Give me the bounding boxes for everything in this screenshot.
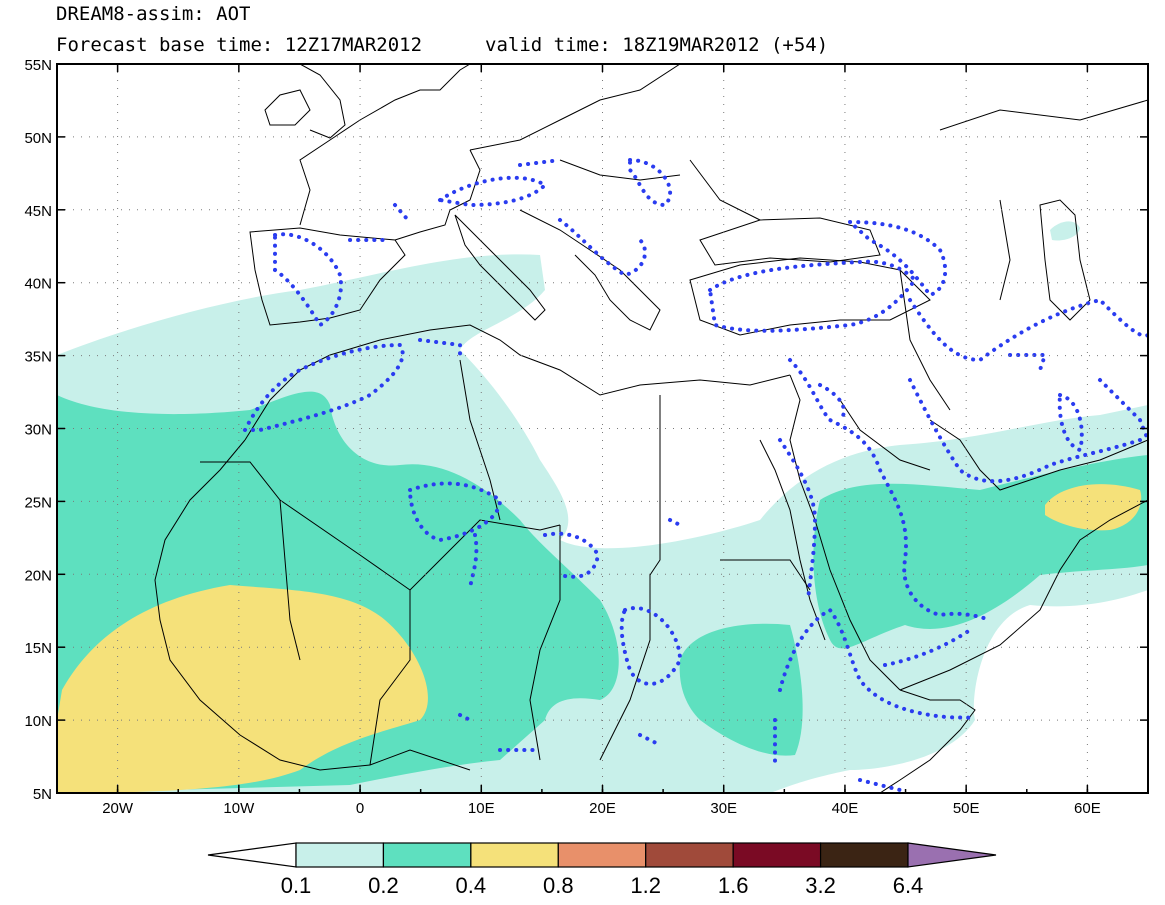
lat-label: 50N — [24, 130, 52, 147]
colorbar-segment — [557, 842, 647, 868]
lat-label: 45N — [24, 203, 52, 220]
lon-label: 50E — [953, 800, 980, 817]
aot-band-high-oman — [1045, 484, 1142, 531]
lon-label: 20E — [589, 800, 616, 817]
colorbar-labels: 0.1 0.2 0.4 0.8 1.2 1.6 3.2 6.4 — [281, 873, 924, 898]
colorbar-overflow — [907, 842, 997, 868]
lat-label: 40N — [24, 276, 52, 293]
lat-label: 20N — [24, 567, 52, 584]
lat-label: 10N — [24, 713, 52, 730]
aot-band-medium-africa-east — [679, 623, 803, 756]
colorbar-underflow — [207, 842, 297, 868]
aot-band-medium-caspian — [1050, 221, 1080, 241]
colorbar-label: 0.8 — [543, 873, 574, 898]
base-time-label: Forecast base time: 12Z17MAR2012 — [56, 35, 422, 55]
colorbar-segment — [295, 842, 385, 868]
lon-label: 20W — [102, 800, 134, 817]
valid-time-label: valid time: 18Z19MAR2012 (+54) — [485, 34, 829, 56]
colorbar-segment — [382, 842, 472, 868]
lon-label: 60E — [1074, 800, 1101, 817]
aot-band-high-west-africa — [57, 585, 428, 793]
lat-label: 5N — [33, 786, 52, 803]
axis-ticks — [56, 63, 1149, 794]
colorbar-label: 0.2 — [368, 873, 399, 898]
lat-label: 30N — [24, 422, 52, 439]
colorbar-label: 6.4 — [893, 873, 924, 898]
lat-label: 15N — [24, 640, 52, 657]
longitude-labels: 20W 10W 0 10E 20E 30E 40E 50E 60E — [102, 800, 1101, 817]
base-time-text: Forecast base time: 12Z17MAR2012 — [56, 34, 423, 56]
lon-label: 0 — [356, 800, 364, 817]
colorbar-label: 1.2 — [630, 873, 661, 898]
lat-label: 55N — [24, 57, 52, 74]
lon-label: 10W — [223, 800, 255, 817]
map-title: DREAM8-assim: AOT — [56, 3, 251, 25]
aot-contours — [241, 157, 1148, 792]
lat-label: 35N — [24, 349, 52, 366]
colorbar-segment — [645, 842, 734, 868]
coastlines — [154, 64, 1148, 793]
colorbar-segment — [470, 842, 559, 868]
colorbar-label: 1.6 — [718, 873, 749, 898]
colorbar-label: 0.4 — [456, 873, 487, 898]
colorbar — [207, 842, 997, 868]
colorbar-segment — [819, 842, 909, 868]
lon-label: 40E — [832, 800, 859, 817]
colorbar-label: 3.2 — [805, 873, 836, 898]
lon-label: 30E — [710, 800, 737, 817]
colorbar-segment — [732, 842, 822, 868]
colorbar-label: 0.1 — [281, 873, 312, 898]
lat-label: 25N — [24, 494, 52, 511]
lon-label: 10E — [468, 800, 495, 817]
latitude-labels: 55N 50N 45N 40N 35N 30N 25N 20N 15N 10N 5N — [24, 57, 52, 803]
